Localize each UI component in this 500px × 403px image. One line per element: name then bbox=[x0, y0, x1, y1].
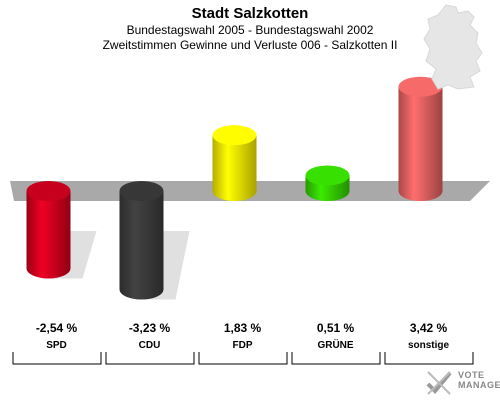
category-label-fdp: FDP bbox=[232, 340, 253, 351]
chart-subtitle-2: Zweitstimmen Gewinne und Verluste 006 - … bbox=[102, 38, 398, 52]
bar-cdu bbox=[119, 181, 164, 300]
bar-cdu-cap bbox=[119, 181, 164, 201]
vote-manager-logo: VOTE MANAGER bbox=[424, 368, 500, 398]
category-label-sonstige: sonstige bbox=[407, 340, 450, 351]
bar-spd-cap bbox=[26, 181, 71, 201]
vote-check-icon bbox=[426, 371, 452, 395]
bar-spd bbox=[26, 181, 71, 279]
bar-cdu-body bbox=[119, 191, 164, 300]
germany-map-icon bbox=[418, 3, 490, 96]
bar-spd-body bbox=[26, 191, 71, 279]
chart-subtitle-1: Bundestagswahl 2005 - Bundestagswahl 200… bbox=[126, 23, 374, 37]
bar-fdp-cap bbox=[212, 125, 257, 146]
category-bracket-spd bbox=[12, 352, 102, 365]
value-label-spd: -2,54 % bbox=[35, 321, 78, 335]
bar-fdp-body bbox=[212, 135, 257, 201]
value-label-sonstige: 3,42 % bbox=[409, 321, 448, 335]
watermark-line-2: MANAGER bbox=[458, 380, 500, 390]
bar-sonstige bbox=[398, 76, 443, 201]
value-label-fdp: 1,83 % bbox=[223, 321, 262, 335]
bar-grne-cap bbox=[305, 165, 350, 186]
watermark-line-1: VOTE bbox=[458, 370, 485, 380]
value-label-grne: 0,51 % bbox=[316, 321, 355, 335]
category-label-cdu: CDU bbox=[138, 340, 161, 351]
category-label-grne: GRÜNE bbox=[317, 340, 354, 351]
category-bracket-cdu bbox=[105, 352, 195, 365]
bar-sonstige-cap bbox=[398, 76, 443, 97]
value-label-cdu: -3,23 % bbox=[128, 321, 171, 335]
bar-fdp bbox=[212, 125, 257, 201]
bar-grne bbox=[305, 165, 350, 201]
category-bracket-grne bbox=[291, 352, 381, 365]
category-label-spd: SPD bbox=[46, 340, 67, 351]
category-bracket-sonstige bbox=[384, 352, 474, 365]
category-bracket-fdp bbox=[198, 352, 288, 365]
chart-title: Stadt Salzkotten bbox=[191, 5, 309, 22]
bar-sonstige-body bbox=[398, 86, 443, 201]
